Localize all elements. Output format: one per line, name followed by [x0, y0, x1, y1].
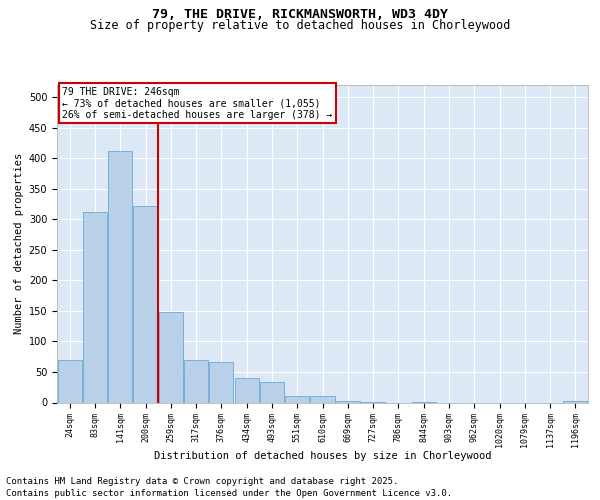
Bar — [58, 360, 82, 403]
Bar — [209, 362, 233, 403]
Bar — [310, 396, 335, 402]
Text: Contains HM Land Registry data © Crown copyright and database right 2025.
Contai: Contains HM Land Registry data © Crown c… — [6, 476, 452, 498]
Bar — [133, 206, 158, 402]
X-axis label: Distribution of detached houses by size in Chorleywood: Distribution of detached houses by size … — [154, 452, 491, 462]
Bar — [285, 396, 309, 402]
Bar — [108, 151, 132, 403]
Bar — [184, 360, 208, 403]
Bar — [235, 378, 259, 402]
Text: Size of property relative to detached houses in Chorleywood: Size of property relative to detached ho… — [90, 18, 510, 32]
Y-axis label: Number of detached properties: Number of detached properties — [14, 153, 25, 334]
Text: 79, THE DRIVE, RICKMANSWORTH, WD3 4DY: 79, THE DRIVE, RICKMANSWORTH, WD3 4DY — [152, 8, 448, 20]
Bar — [159, 312, 183, 402]
Bar — [260, 382, 284, 402]
Bar — [83, 212, 107, 402]
Text: 79 THE DRIVE: 246sqm
← 73% of detached houses are smaller (1,055)
26% of semi-de: 79 THE DRIVE: 246sqm ← 73% of detached h… — [62, 86, 332, 120]
